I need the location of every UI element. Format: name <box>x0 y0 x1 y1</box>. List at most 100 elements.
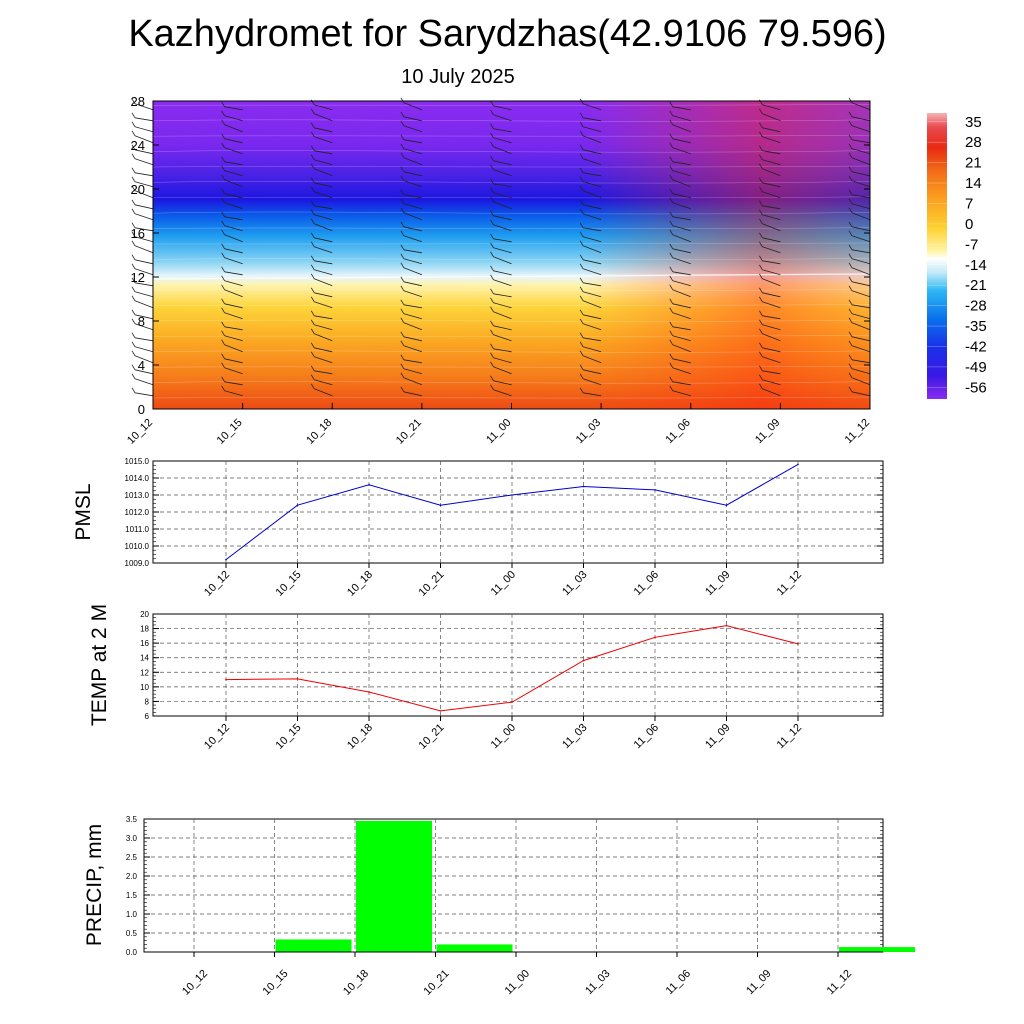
plot-frame <box>152 613 884 717</box>
wind-barb-flag <box>759 154 763 161</box>
wind-barb <box>224 202 243 210</box>
colorbar <box>927 113 947 399</box>
y-tick-label: 28 <box>131 94 145 109</box>
plot-frame <box>143 818 884 953</box>
wind-barb <box>762 127 781 133</box>
wind-barb-flag <box>490 210 494 217</box>
wind-barb-flag <box>131 167 136 174</box>
wind-barb-flag <box>310 342 315 349</box>
wind-barb-flag <box>759 241 763 248</box>
wind-barb <box>672 179 691 188</box>
wind-barb-flag <box>221 229 225 236</box>
colorbar-label: -49 <box>965 359 987 376</box>
wind-barb-flag <box>490 164 494 171</box>
wind-barb <box>493 114 512 122</box>
wind-barb-flag <box>131 130 136 137</box>
wind-barb-flag <box>221 165 225 172</box>
wind-barb <box>851 116 871 122</box>
wind-barb <box>224 234 243 243</box>
wind-barb-flag <box>759 145 763 152</box>
wind-barb <box>672 289 691 298</box>
wind-barb-flag <box>579 350 584 357</box>
wind-barb-flag <box>759 264 763 271</box>
wind-barb-flag <box>848 285 853 292</box>
x-tick-label: 11_00 <box>489 722 519 752</box>
colorbar-label: -21 <box>965 277 987 294</box>
wind-barb <box>851 336 871 342</box>
y-tick-label: 12 <box>140 668 149 677</box>
wind-barb-flag <box>759 232 763 239</box>
wind-barb <box>314 379 333 386</box>
wind-barb <box>762 278 781 287</box>
wind-barb-flag <box>131 254 136 261</box>
precip-bar <box>839 947 915 952</box>
wind-barb <box>403 102 423 111</box>
wind-barb-flag <box>490 178 494 185</box>
temperature-contour <box>152 319 871 322</box>
wind-barb <box>224 335 243 342</box>
y-tick-label: 2.5 <box>126 853 138 862</box>
wind-barb-flag <box>759 287 763 294</box>
wind-barb-flag <box>221 339 225 346</box>
wind-barb <box>672 367 691 375</box>
temperature-contour <box>152 381 871 384</box>
wind-barb <box>851 157 871 166</box>
wind-barb-flag <box>131 185 136 192</box>
wind-barb-flag <box>579 121 584 128</box>
wind-barb-flag <box>310 232 315 239</box>
wind-barb-flag <box>131 263 136 270</box>
wind-barb-flag <box>400 253 405 260</box>
data-point <box>654 489 656 491</box>
wind-barb-flag <box>221 376 225 383</box>
wind-barb <box>314 223 333 232</box>
wind-barb <box>134 227 154 232</box>
wind-barb <box>224 367 243 375</box>
wind-barb-flag <box>848 152 853 159</box>
wind-barb <box>224 358 243 364</box>
wind-barb-flag <box>490 343 494 350</box>
x-tick-label: 11_03 <box>560 569 590 599</box>
wind-barb-flag <box>848 299 853 306</box>
wind-barb <box>851 249 871 254</box>
x-tick-label: 10_12 <box>202 569 232 599</box>
wind-barb-flag <box>490 251 494 258</box>
wind-barb-flag <box>221 174 225 181</box>
wind-barb-flag <box>400 354 405 361</box>
wind-barb <box>134 149 154 155</box>
wind-barb-flag <box>848 120 853 127</box>
data-point <box>797 463 799 466</box>
wind-barb <box>493 270 512 276</box>
wind-barb <box>851 180 871 188</box>
wind-barb <box>851 194 871 199</box>
wind-barb-flag <box>848 198 853 205</box>
wind-barb-flag <box>759 218 763 225</box>
wind-barb <box>224 326 243 331</box>
wind-barb <box>224 179 243 188</box>
wind-barb <box>762 104 781 111</box>
colorbar-label: 21 <box>965 155 982 172</box>
wind-barb <box>134 236 154 243</box>
x-tick-label: 10_12 <box>180 968 210 998</box>
wind-barb <box>134 337 154 342</box>
wind-barb <box>672 326 691 331</box>
wind-barb-flag <box>848 253 853 260</box>
wind-barb-flag <box>848 230 853 237</box>
wind-barb <box>314 347 333 353</box>
wind-barb <box>314 136 333 144</box>
wind-barb-flag <box>310 351 315 358</box>
wind-barb-flag <box>400 285 405 292</box>
wind-barb <box>134 282 154 287</box>
x-tick-label: 11_12 <box>843 417 873 447</box>
wind-barb-flag <box>131 231 136 238</box>
pmsl-chart: 1009.0 1010.0 1011.0 1012.0 1013.0 1014.0 1015… <box>72 457 884 599</box>
wind-barb-flag <box>759 131 763 138</box>
wind-barb-flag <box>669 156 674 163</box>
wind-barb-flag <box>221 101 225 108</box>
wind-barb <box>762 168 781 177</box>
wind-barb-flag <box>131 350 136 357</box>
wind-barb <box>403 258 422 265</box>
wind-barb <box>851 368 871 375</box>
wind-barb-flag <box>579 222 584 229</box>
y-tick-label: 1015.0 <box>125 457 150 466</box>
wind-barb <box>314 278 333 287</box>
